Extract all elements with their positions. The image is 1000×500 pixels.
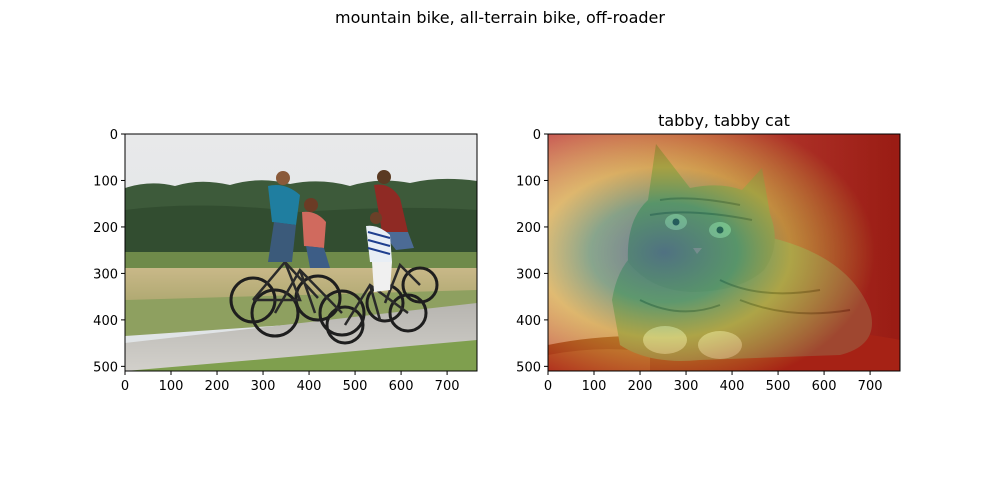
right-x-tick-label: 500 (766, 379, 791, 394)
right-y-tick-label: 300 (516, 267, 541, 282)
right-x-tick-label: 200 (628, 379, 653, 394)
left-y-tick-label: 200 (93, 221, 118, 236)
left-x-tick-label: 600 (389, 379, 414, 394)
right-x-tick-label: 100 (582, 379, 607, 394)
left-y-tick-label: 100 (93, 174, 118, 189)
left-image (125, 134, 477, 371)
riders (268, 170, 414, 292)
right-y-tick-label: 500 (516, 360, 541, 375)
right-y-tick-label: 100 (516, 174, 541, 189)
figure-suptitle: mountain bike, all-terrain bike, off-roa… (335, 8, 665, 27)
right-image (548, 134, 900, 371)
left-axis-ticks: 0 100 200 300 400 500 600 700 0 100 200 300 400 500 (93, 128, 459, 394)
left-x-tick-label: 500 (343, 379, 368, 394)
right-y-tick-label: 200 (516, 221, 541, 236)
left-y-tick-label: 500 (93, 360, 118, 375)
right-axis-ticks: 0 100 200 300 400 500 600 700 0 100 200 300 400 500 (516, 128, 882, 394)
right-x-tick-label: 400 (720, 379, 745, 394)
left-y-tick-label: 300 (93, 267, 118, 282)
right-x-tick-label: 600 (812, 379, 837, 394)
right-x-tick-label: 0 (544, 379, 552, 394)
left-axes-frame (124, 133, 478, 372)
right-y-tick-label: 400 (516, 314, 541, 329)
left-x-tick-label: 200 (205, 379, 230, 394)
right-y-tick-label: 0 (533, 128, 541, 143)
right-x-tick-label: 700 (858, 379, 883, 394)
right-x-tick-label: 300 (674, 379, 699, 394)
left-x-tick-label: 0 (121, 379, 129, 394)
left-x-tick-label: 100 (159, 379, 184, 394)
left-y-tick-label: 0 (110, 128, 118, 143)
right-panel-title: tabby, tabby cat (658, 111, 790, 130)
right-axes-frame (547, 133, 901, 372)
left-x-tick-label: 300 (251, 379, 276, 394)
left-x-tick-label: 700 (435, 379, 460, 394)
left-y-tick-label: 400 (93, 314, 118, 329)
left-x-tick-label: 400 (297, 379, 322, 394)
